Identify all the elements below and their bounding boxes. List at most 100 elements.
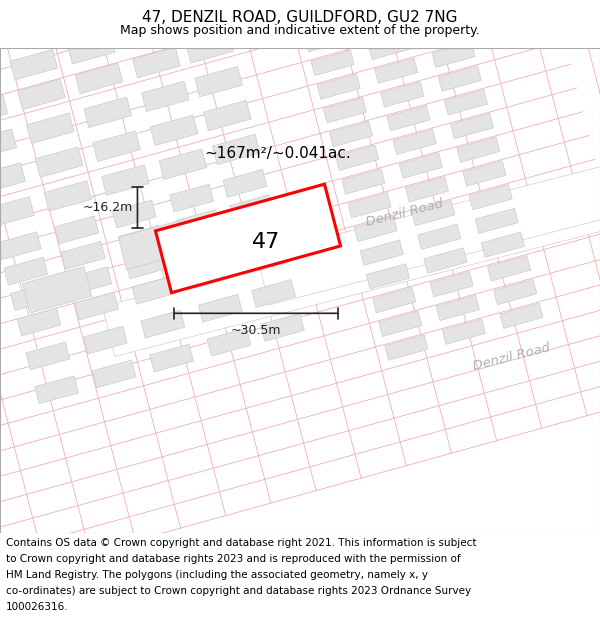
- Text: 47, DENZIL ROAD, GUILDFORD, GU2 7NG: 47, DENZIL ROAD, GUILDFORD, GU2 7NG: [142, 11, 458, 26]
- Polygon shape: [10, 49, 58, 80]
- Polygon shape: [55, 216, 98, 244]
- Polygon shape: [26, 113, 74, 143]
- Polygon shape: [83, 326, 127, 354]
- Polygon shape: [299, 2, 342, 28]
- Polygon shape: [381, 82, 424, 107]
- Polygon shape: [178, 3, 226, 33]
- Polygon shape: [323, 98, 367, 123]
- Polygon shape: [0, 162, 25, 193]
- Text: 47: 47: [252, 231, 280, 251]
- Polygon shape: [481, 232, 524, 258]
- Polygon shape: [412, 201, 455, 226]
- Polygon shape: [112, 200, 156, 228]
- Polygon shape: [311, 50, 354, 76]
- Polygon shape: [335, 145, 379, 171]
- Polygon shape: [149, 344, 193, 372]
- Polygon shape: [141, 310, 185, 338]
- Polygon shape: [356, 0, 399, 12]
- Polygon shape: [212, 134, 260, 164]
- Polygon shape: [0, 129, 17, 159]
- Polygon shape: [133, 48, 180, 78]
- Polygon shape: [362, 11, 406, 36]
- Polygon shape: [257, 120, 600, 305]
- Polygon shape: [61, 241, 105, 269]
- Polygon shape: [35, 147, 83, 178]
- Polygon shape: [186, 32, 233, 63]
- Polygon shape: [436, 295, 479, 321]
- Polygon shape: [457, 137, 500, 162]
- Polygon shape: [348, 192, 391, 218]
- Text: 100026316.: 100026316.: [6, 602, 68, 612]
- Polygon shape: [0, 95, 8, 126]
- Polygon shape: [150, 115, 198, 146]
- Polygon shape: [243, 246, 287, 274]
- Polygon shape: [475, 208, 518, 234]
- Polygon shape: [118, 219, 193, 269]
- Polygon shape: [195, 66, 242, 97]
- Polygon shape: [183, 235, 227, 263]
- Polygon shape: [190, 261, 233, 288]
- Polygon shape: [368, 34, 412, 59]
- Polygon shape: [170, 184, 214, 212]
- Polygon shape: [385, 335, 428, 360]
- Polygon shape: [44, 181, 92, 211]
- Polygon shape: [101, 165, 149, 195]
- Polygon shape: [125, 251, 169, 279]
- Polygon shape: [11, 282, 55, 311]
- Polygon shape: [487, 256, 530, 281]
- Polygon shape: [393, 129, 436, 154]
- Polygon shape: [305, 26, 348, 52]
- Polygon shape: [18, 79, 65, 109]
- Polygon shape: [387, 106, 430, 131]
- Polygon shape: [207, 328, 251, 356]
- Polygon shape: [119, 226, 163, 253]
- Polygon shape: [230, 195, 274, 222]
- Polygon shape: [469, 184, 512, 210]
- Polygon shape: [0, 197, 34, 227]
- Text: HM Land Registry. The polygons (including the associated geometry, namely x, y: HM Land Registry. The polygons (includin…: [6, 570, 428, 580]
- Polygon shape: [159, 149, 206, 179]
- Text: Denzil Road: Denzil Road: [365, 197, 445, 229]
- Polygon shape: [26, 342, 70, 370]
- Text: ~167m²/~0.041ac.: ~167m²/~0.041ac.: [205, 146, 352, 161]
- Polygon shape: [199, 294, 242, 322]
- Polygon shape: [92, 360, 136, 388]
- Polygon shape: [132, 276, 176, 304]
- Polygon shape: [430, 272, 473, 297]
- Polygon shape: [4, 258, 48, 285]
- Polygon shape: [420, 0, 463, 20]
- Polygon shape: [424, 248, 467, 273]
- Text: Contains OS data © Crown copyright and database right 2021. This information is : Contains OS data © Crown copyright and d…: [6, 538, 476, 548]
- Polygon shape: [0, 232, 41, 259]
- Polygon shape: [399, 153, 442, 178]
- Text: ~16.2m: ~16.2m: [82, 201, 133, 214]
- Polygon shape: [75, 63, 123, 94]
- Polygon shape: [500, 303, 543, 328]
- Polygon shape: [451, 113, 494, 139]
- Polygon shape: [494, 279, 537, 305]
- Polygon shape: [176, 209, 220, 238]
- Text: Denzil Road: Denzil Road: [472, 341, 552, 373]
- Text: co-ordinates) are subject to Crown copyright and database rights 2023 Ordnance S: co-ordinates) are subject to Crown copyr…: [6, 586, 471, 596]
- Polygon shape: [142, 81, 189, 112]
- Polygon shape: [329, 121, 373, 147]
- Polygon shape: [84, 97, 131, 128]
- Polygon shape: [354, 216, 397, 242]
- Polygon shape: [426, 19, 469, 44]
- Polygon shape: [442, 319, 485, 344]
- Polygon shape: [342, 169, 385, 194]
- Polygon shape: [103, 162, 600, 356]
- Polygon shape: [418, 224, 461, 249]
- Polygon shape: [74, 292, 118, 320]
- Polygon shape: [432, 42, 475, 68]
- Text: to Crown copyright and database rights 2023 and is reproduced with the permissio: to Crown copyright and database rights 2…: [6, 554, 461, 564]
- Polygon shape: [438, 66, 481, 91]
- Polygon shape: [292, 0, 335, 4]
- Text: Map shows position and indicative extent of the property.: Map shows position and indicative extent…: [120, 24, 480, 37]
- Polygon shape: [93, 131, 140, 161]
- Polygon shape: [252, 279, 296, 308]
- Polygon shape: [68, 34, 115, 64]
- Polygon shape: [125, 18, 173, 48]
- Polygon shape: [367, 264, 410, 289]
- Polygon shape: [236, 220, 280, 248]
